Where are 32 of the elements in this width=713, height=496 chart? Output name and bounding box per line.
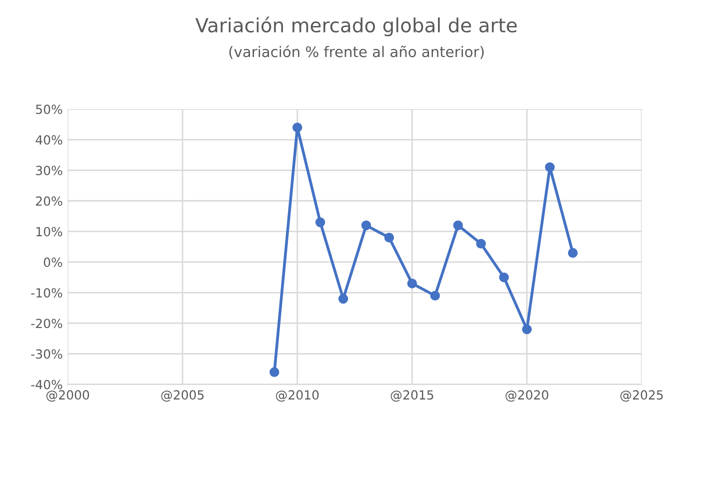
point	[453, 220, 463, 230]
x-tick-label: @2010	[276, 390, 319, 402]
point	[361, 220, 372, 230]
y-tick-label: 30%	[36, 166, 62, 176]
x-tick-label: @2000	[46, 390, 90, 402]
point	[476, 238, 486, 249]
chart-subtitle: (variación % frente al año anterior)	[229, 45, 484, 59]
y-tick-label: -40%	[31, 380, 62, 390]
x-tick-label: @2020	[506, 390, 548, 402]
y-tick-label: -10%	[31, 288, 62, 298]
y-tick-label: 40%	[36, 135, 62, 145]
point	[407, 278, 417, 288]
point	[568, 248, 578, 258]
x-tick-label: @2005	[161, 390, 204, 402]
x-tick-label: @2015	[390, 390, 434, 402]
y-tick-label: -30%	[31, 349, 62, 359]
point	[338, 294, 348, 304]
y-tick-label: -20%	[31, 318, 62, 328]
point	[292, 122, 302, 132]
y-tick-label: 20%	[36, 196, 62, 206]
x-tick-label: @2025	[620, 390, 663, 402]
point	[384, 232, 394, 242]
point	[499, 272, 509, 282]
point	[522, 324, 532, 334]
y-tick-label: 50%	[36, 104, 62, 114]
point	[545, 162, 555, 172]
point	[430, 290, 440, 301]
point	[315, 217, 326, 228]
chart-title: Variación mercado global de arte	[195, 16, 517, 36]
y-tick-label: 0%	[44, 258, 62, 267]
point	[270, 367, 280, 378]
y-tick-label: 10%	[36, 226, 62, 236]
